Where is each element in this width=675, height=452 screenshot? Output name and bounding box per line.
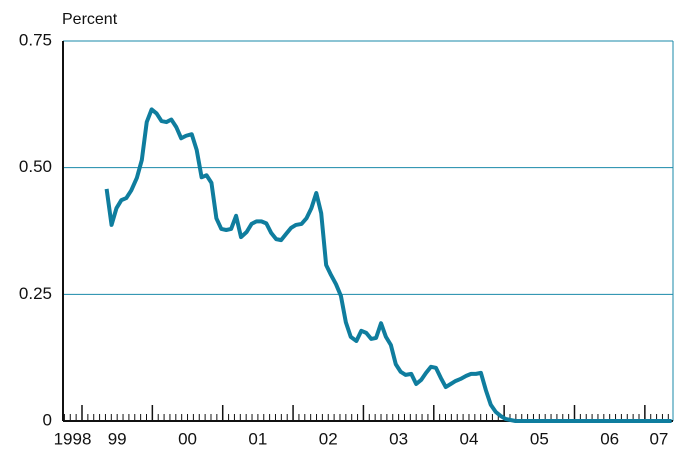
data-line (104, 107, 672, 423)
x-tick-label: 99 (108, 429, 127, 448)
y-axis-label: Percent (62, 11, 118, 28)
x-tick-label: 1998 (54, 429, 92, 448)
x-tick-label: 02 (319, 429, 338, 448)
x-tick-label: 05 (530, 429, 549, 448)
y-tick-label: 0 (43, 410, 52, 429)
y-tick-label: 0.25 (19, 284, 52, 303)
x-tick-label: 07 (649, 429, 668, 448)
x-tick-label: 06 (600, 429, 619, 448)
x-tick-label: 03 (389, 429, 408, 448)
x-tick-label: 01 (248, 429, 267, 448)
x-tick-label: 00 (178, 429, 197, 448)
y-tick-label: 0.50 (19, 157, 52, 176)
x-tick-label: 04 (460, 429, 479, 448)
y-tick-label: 0.75 (19, 30, 52, 49)
